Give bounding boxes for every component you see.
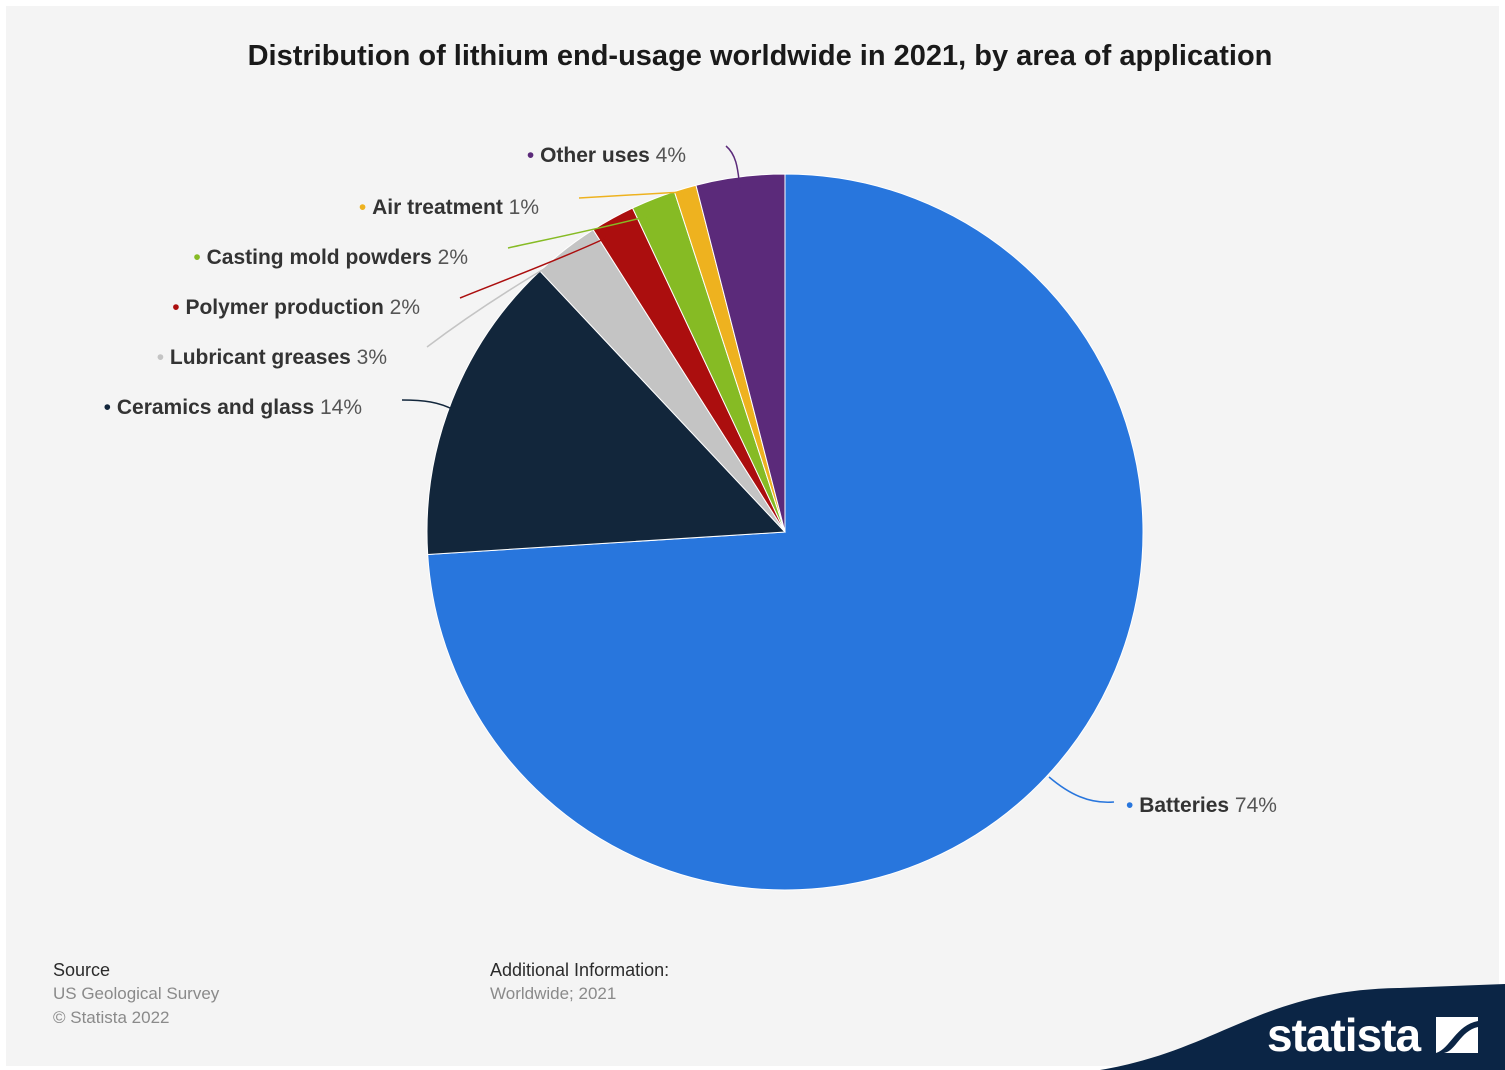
leader-line-air-treatment bbox=[578, 191, 685, 203]
label-value: 1% bbox=[509, 196, 539, 219]
source-heading: Source bbox=[53, 960, 111, 980]
label-dot: • bbox=[1126, 794, 1139, 817]
label-value: 14% bbox=[320, 396, 362, 419]
data-label-ceramics-and-glass: • Ceramics and glass 14% bbox=[104, 396, 362, 419]
copyright-line: © Statista 2022 bbox=[53, 1008, 170, 1027]
label-dot: • bbox=[104, 396, 117, 419]
data-label-polymer-production: • Polymer production 2% bbox=[172, 296, 420, 319]
statista-logo-icon bbox=[1435, 1017, 1478, 1053]
label-dot: • bbox=[193, 246, 206, 269]
label-value: 4% bbox=[656, 144, 686, 167]
label-name: Other uses bbox=[540, 144, 656, 167]
data-label-lubricant-greases: • Lubricant greases 3% bbox=[157, 346, 387, 369]
label-name: Polymer production bbox=[185, 296, 389, 319]
data-label-air-treatment: • Air treatment 1% bbox=[359, 196, 539, 219]
leader-line-batteries bbox=[1048, 776, 1115, 803]
data-label-batteries: • Batteries 74% bbox=[1126, 794, 1277, 817]
label-name: Batteries bbox=[1139, 794, 1235, 817]
pie-slice-other-uses bbox=[695, 173, 786, 533]
data-label-other-uses: • Other uses 4% bbox=[527, 144, 686, 167]
leader-line-lubricant-greases bbox=[426, 255, 567, 348]
source-block: Source US Geological Survey © Statista 2… bbox=[53, 958, 219, 1030]
label-value: 2% bbox=[390, 296, 420, 319]
statista-logo: statista bbox=[1267, 1008, 1478, 1062]
label-value: 74% bbox=[1235, 794, 1277, 817]
label-name: Lubricant greases bbox=[170, 346, 357, 369]
label-name: Ceramics and glass bbox=[117, 396, 320, 419]
additional-info-heading: Additional Information: bbox=[490, 960, 670, 980]
statista-brand-swoosh bbox=[1100, 984, 1505, 1070]
source-line: US Geological Survey bbox=[53, 984, 220, 1003]
label-value: 3% bbox=[357, 346, 387, 369]
data-label-casting-mold-powders: • Casting mold powders 2% bbox=[193, 246, 468, 269]
additional-info-block: Additional Information: Worldwide; 2021 bbox=[490, 958, 669, 1006]
chart-title: Distribution of lithium end-usage worldw… bbox=[247, 40, 1273, 72]
label-value: 2% bbox=[438, 246, 468, 269]
label-name: Air treatment bbox=[372, 196, 509, 219]
leader-line-other-uses bbox=[725, 145, 741, 189]
leader-line-ceramics-and-glass bbox=[401, 399, 455, 411]
leader-line-polymer-production bbox=[459, 223, 610, 299]
pie-slice-ceramics-and-glass bbox=[426, 270, 787, 556]
label-dot: • bbox=[172, 296, 185, 319]
label-dot: • bbox=[359, 196, 372, 219]
label-name: Casting mold powders bbox=[207, 246, 438, 269]
label-dot: • bbox=[157, 346, 170, 369]
label-dot: • bbox=[527, 144, 540, 167]
leader-line-casting-mold-powders bbox=[507, 205, 652, 249]
statista-wordmark: statista bbox=[1267, 1009, 1421, 1061]
additional-info-line: Worldwide; 2021 bbox=[490, 984, 617, 1003]
